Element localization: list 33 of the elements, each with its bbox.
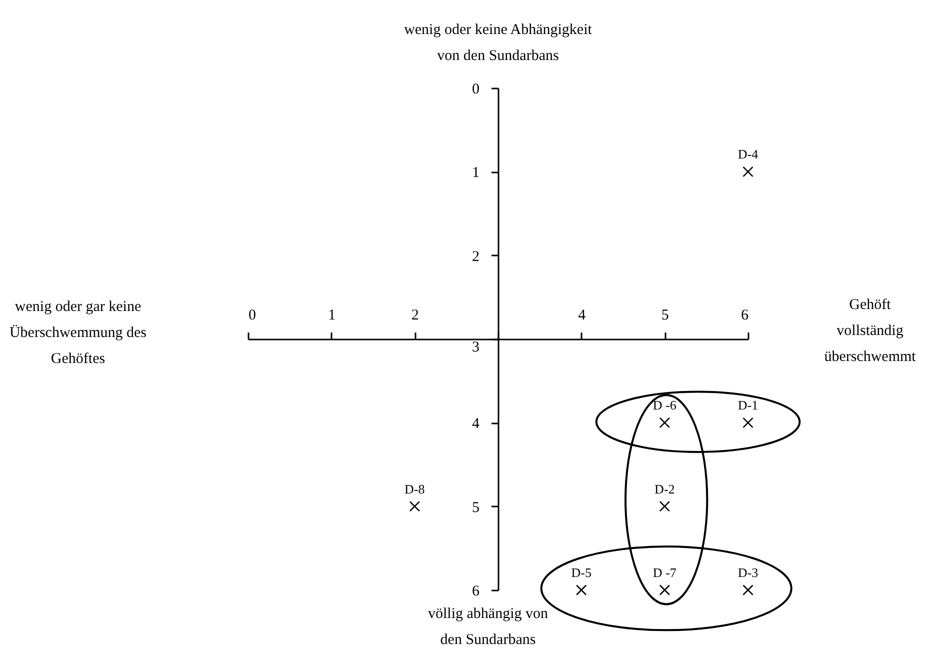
x-tick-label: 1 xyxy=(328,308,336,324)
annotation: D-3 xyxy=(738,565,758,580)
x-tick-label: 6 xyxy=(741,308,749,324)
text: völlig abhängig von den Sundarbans xyxy=(428,606,548,648)
annotation: D-8 xyxy=(404,481,425,496)
text: Gehöft vollständig überschwemmt xyxy=(824,297,917,365)
x-tick-label: 2 xyxy=(411,308,419,324)
annotation: D-5 xyxy=(571,565,592,580)
annotation: D -7 xyxy=(652,565,677,580)
x-tick-label: 4 xyxy=(578,308,586,324)
text: wenig oder gar keine Überschwemmung des Gehöftes xyxy=(9,299,147,367)
point xyxy=(576,584,587,596)
point xyxy=(659,584,670,596)
x-tick-label: 5 xyxy=(661,308,669,324)
y-tick-label: 2 xyxy=(472,248,480,265)
x-tick-label: 0 xyxy=(248,308,256,324)
y-tick-label: 0 xyxy=(472,82,480,98)
point xyxy=(742,417,754,428)
annotation: D-1 xyxy=(738,398,758,413)
point xyxy=(742,166,754,178)
point xyxy=(409,500,420,512)
annotation: D-4 xyxy=(738,146,759,162)
y-tick-label: 1 xyxy=(472,165,480,182)
y-tick-label: 3 xyxy=(472,340,480,356)
text: wenig oder keine Abhängigkeit von den Sundarbans xyxy=(404,22,593,64)
point xyxy=(659,500,670,512)
point xyxy=(659,417,670,428)
y-tick-label: 5 xyxy=(472,500,480,516)
y-tick-label: 6 xyxy=(472,584,480,600)
point xyxy=(742,584,754,596)
annotation: D -6 xyxy=(652,398,677,413)
annotation: D-2 xyxy=(654,481,675,496)
y-tick-label: 4 xyxy=(472,416,480,432)
